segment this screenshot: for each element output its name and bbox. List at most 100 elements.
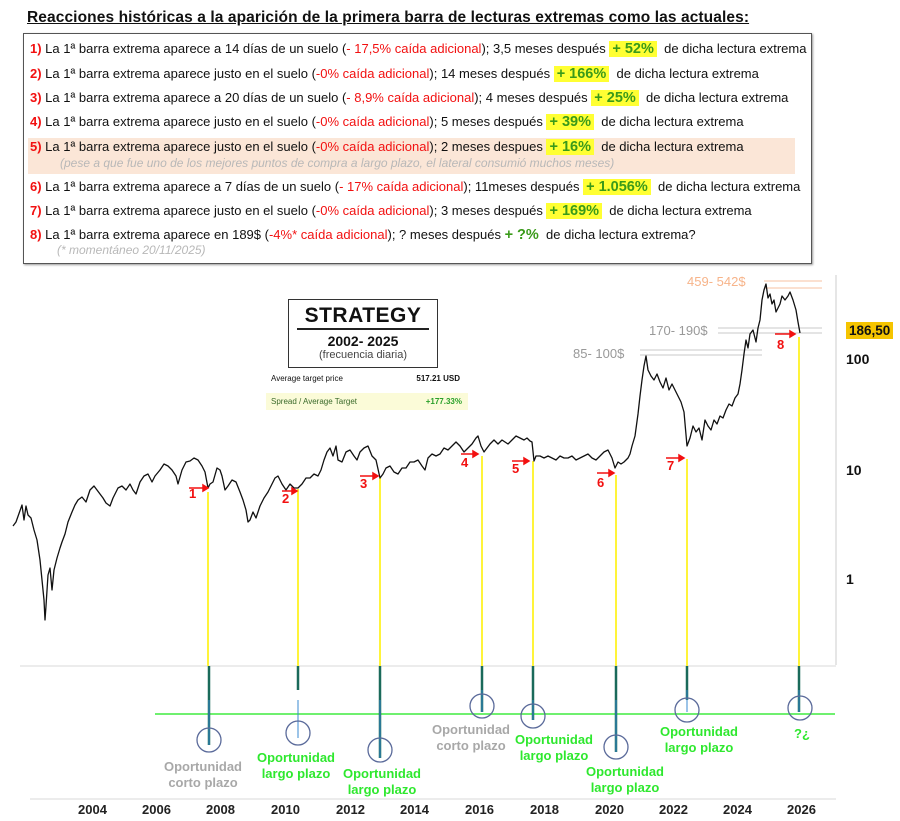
row-gain: + 1.056% <box>583 179 651 195</box>
row-gain: + 25% <box>591 90 639 106</box>
page-title: Reacciones históricas a la aparición de … <box>27 9 750 26</box>
x-tick: 2004 <box>78 802 107 817</box>
row-drop: - 8,9% caída adicional <box>346 90 475 105</box>
x-tick: 2024 <box>723 802 752 817</box>
indicator-bars-blue <box>208 690 800 758</box>
row-text: La 1ª barra extrema aparece en 189$ ( <box>41 227 269 242</box>
row5-note: (pese a que fue uno de los mejores punto… <box>60 156 615 170</box>
opp-line2: corto plazo <box>436 738 506 753</box>
row-text: de dicha lectura extrema <box>593 114 744 129</box>
row-number: 6) <box>30 179 42 194</box>
level-label-low: 85- 100$ <box>573 346 625 361</box>
level-label-top: 459- 542$ <box>687 274 746 289</box>
opp-line2: largo plazo <box>664 740 734 755</box>
row-gain: + 16% <box>546 139 594 155</box>
row-text: La 1ª barra extrema aparece justo en el … <box>41 114 316 129</box>
arrow-right-icon <box>789 329 797 339</box>
y-tick-1: 1 <box>846 571 854 587</box>
row-2: 2) La 1ª barra extrema aparece justo en … <box>30 65 759 83</box>
spread-value: +177.33% <box>425 397 462 406</box>
arrow-right-icon <box>678 453 686 463</box>
current-price-tag: 186,50 <box>846 322 894 339</box>
spread-label: Spread / Average Target <box>271 397 357 406</box>
row-text: La 1ª barra extrema aparece justo en el … <box>41 139 316 154</box>
row-text: La 1ª barra extrema aparece justo en el … <box>41 66 316 81</box>
row-text: La 1ª barra extrema aparece a 20 días de… <box>41 90 347 105</box>
row-gain: + ?% <box>504 227 539 243</box>
opportunity-6: Oportunidad largo plazo <box>586 764 664 796</box>
y-tick-100: 100 <box>846 351 870 367</box>
row5-highlight <box>28 138 795 174</box>
row-text: La 1ª barra extrema aparece justo en el … <box>41 203 316 218</box>
marker-5: 5 <box>512 461 520 476</box>
arrow-right-icon <box>523 456 531 466</box>
opp-line2: largo plazo <box>261 766 331 781</box>
row-drop: -0% caída adicional <box>315 139 430 154</box>
company-name: STRATEGY <box>304 304 422 327</box>
opportunity-7: Oportunidad largo plazo <box>660 724 738 756</box>
x-tick: 2010 <box>271 802 300 817</box>
arrow-right-icon <box>472 449 480 459</box>
row-gain: + 166% <box>553 66 610 82</box>
opp-line1: Oportunidad <box>515 732 593 747</box>
row-drop: -0% caída adicional <box>315 114 430 129</box>
marker-1: 1 <box>189 486 197 501</box>
row8-note: (* momentáneo 20/11/2025) <box>57 243 206 257</box>
row-number: 3) <box>30 90 42 105</box>
signal-lines <box>207 337 800 666</box>
x-tick: 2026 <box>787 802 816 817</box>
avg-target-value: 517.21 USD <box>416 374 460 383</box>
circle-icon <box>367 737 393 763</box>
opp-line2: corto plazo <box>168 775 238 790</box>
row-7: 7) La 1ª barra extrema aparece justo en … <box>30 202 752 220</box>
row-number: 1) <box>30 41 42 56</box>
row-text: de dicha lectura extrema <box>602 203 752 218</box>
opportunity-4: Oportunidad corto plazo <box>432 722 510 754</box>
row-text: ); 14 meses después <box>429 66 554 81</box>
row-number: 5) <box>30 139 42 154</box>
row-3: 3) La 1ª barra extrema aparece a 20 días… <box>30 89 788 107</box>
row-text: de dicha lectura extrema <box>656 41 807 56</box>
circle-icon <box>603 734 629 760</box>
row-drop: -4%* caída adicional <box>268 227 388 242</box>
row-number: 7) <box>30 203 42 218</box>
row-text: ); 11meses después <box>463 179 584 194</box>
row-gain: + 52% <box>609 41 657 57</box>
row-1: 1) La 1ª barra extrema aparece a 14 días… <box>30 40 806 58</box>
row-number: 2) <box>30 66 42 81</box>
logo-rule <box>297 328 429 330</box>
row-drop: - 17% caída adicional <box>339 179 464 194</box>
row-text: de dicha lectura extrema <box>609 66 759 81</box>
opp-line1: Oportunidad <box>343 766 421 781</box>
marker-8: 8 <box>777 337 785 352</box>
opp-line1: Oportunidad <box>257 750 335 765</box>
marker-2: 2 <box>282 491 290 506</box>
row-4: 4) La 1ª barra extrema aparece justo en … <box>30 113 744 131</box>
row-text: ); 4 meses después <box>474 90 592 105</box>
marker-3: 3 <box>360 476 368 491</box>
x-tick: 2008 <box>206 802 235 817</box>
signal-circles <box>196 693 813 763</box>
row-gain: + 169% <box>546 203 603 219</box>
row-text: ); 2 meses despues <box>429 139 547 154</box>
circle-icon <box>469 693 495 719</box>
opp-line1: Oportunidad <box>660 724 738 739</box>
level-label-mid: 170- 190$ <box>649 323 708 338</box>
row-drop: -0% caída adicional <box>315 203 430 218</box>
row-number: 8) <box>30 227 42 242</box>
circle-icon <box>520 703 546 729</box>
row-drop: - 17,5% caída adicional <box>346 41 482 56</box>
opp-line2: largo plazo <box>519 748 589 763</box>
reactions-panel: 1) La 1ª barra extrema aparece a 14 días… <box>23 33 812 264</box>
row-text: ); 3,5 meses después <box>481 41 610 56</box>
circle-icon <box>285 720 311 746</box>
opportunity-2: Oportunidad largo plazo <box>257 750 335 782</box>
date-range: 2002- 2025 <box>327 333 399 349</box>
marker-4: 4 <box>461 455 469 470</box>
x-tick: 2012 <box>336 802 365 817</box>
marker-7: 7 <box>667 458 675 473</box>
row-gain: + 39% <box>546 114 594 130</box>
opp-line1: ?¿ <box>794 726 810 741</box>
row-text: de dicha lectura extrema? <box>538 227 696 242</box>
x-tick: 2018 <box>530 802 559 817</box>
